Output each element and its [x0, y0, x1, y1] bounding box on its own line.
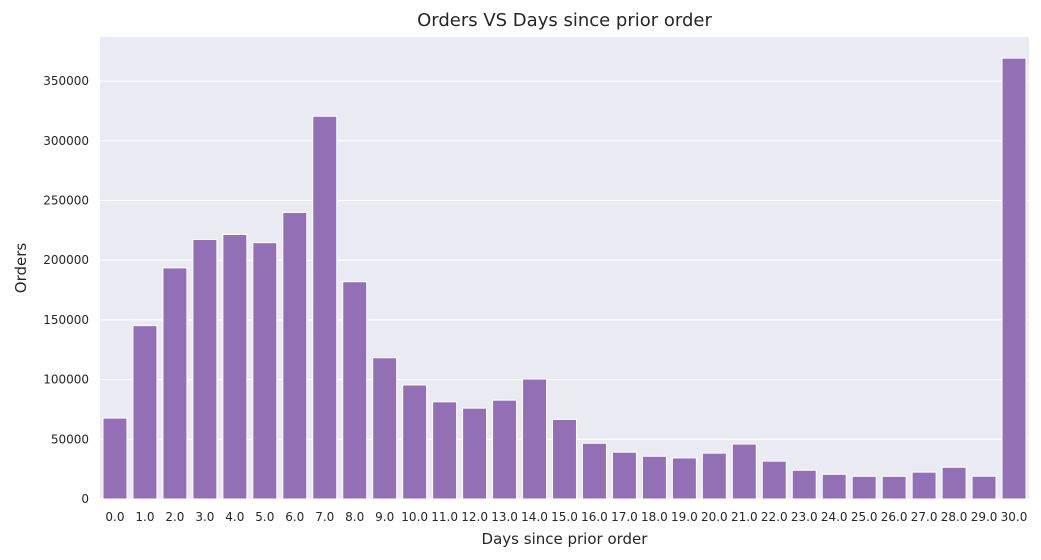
x-tick-label: 9.0 [375, 510, 394, 524]
bar-7.0 [312, 115, 338, 500]
x-tick-label: 11.0 [431, 510, 458, 524]
bar-23.0 [791, 469, 817, 500]
bar-26.0 [881, 475, 907, 500]
x-tick-label: 25.0 [851, 510, 878, 524]
x-tick-label: 8.0 [345, 510, 364, 524]
bar-3.0 [192, 238, 218, 500]
x-tick-label: 29.0 [971, 510, 998, 524]
bar-6.0 [282, 211, 308, 500]
x-tick-label: 18.0 [641, 510, 668, 524]
y-tick-label: 200000 [43, 253, 89, 267]
x-tick-label: 1.0 [135, 510, 154, 524]
bar-10.0 [402, 384, 428, 500]
x-tick-label: 4.0 [225, 510, 244, 524]
x-tick-label: 0.0 [105, 510, 124, 524]
chart-title: Orders VS Days since prior order [417, 10, 712, 31]
x-tick-label: 12.0 [461, 510, 488, 524]
bar-13.0 [492, 399, 518, 500]
bar-29.0 [971, 475, 997, 500]
bar-9.0 [372, 357, 398, 500]
bar-30.0 [1001, 57, 1027, 500]
x-tick-label: 23.0 [791, 510, 818, 524]
bar-1.0 [132, 325, 158, 500]
bar-16.0 [581, 442, 607, 500]
x-tick-label: 16.0 [581, 510, 608, 524]
bar-8.0 [342, 281, 368, 500]
bar-18.0 [641, 455, 667, 500]
x-tick-labels: 0.0 1.0 2.0 3.0 4.0 5.0 6.0 7.0 8.0 9.0 10.0 11.0 12… [105, 510, 1027, 524]
y-tick-label: 50000 [51, 432, 89, 446]
bar-15.0 [552, 418, 577, 500]
bar-22.0 [761, 460, 787, 500]
y-tick-label: 350000 [43, 74, 89, 88]
bar-17.0 [611, 451, 637, 500]
bar-4.0 [222, 233, 248, 500]
x-tick-label: 2.0 [165, 510, 184, 524]
x-tick-label: 28.0 [941, 510, 968, 524]
x-tick-label: 6.0 [285, 510, 304, 524]
bar-27.0 [911, 471, 937, 500]
y-tick-label: 150000 [43, 313, 89, 327]
bar-12.0 [462, 407, 488, 500]
y-tick-label: 300000 [43, 134, 89, 148]
y-axis-label: Orders [12, 243, 30, 294]
x-tick-label: 22.0 [761, 510, 788, 524]
x-tick-label: 20.0 [701, 510, 728, 524]
x-tick-label: 7.0 [315, 510, 334, 524]
bars [102, 57, 1027, 500]
bar-5.0 [252, 242, 278, 500]
x-tick-label: 27.0 [911, 510, 938, 524]
y-tick-label: 250000 [43, 194, 89, 208]
bar-21.0 [731, 443, 757, 500]
x-tick-label: 5.0 [255, 510, 274, 524]
bar-2.0 [162, 267, 188, 500]
x-tick-label: 3.0 [195, 510, 214, 524]
x-tick-label: 21.0 [731, 510, 758, 524]
bar-11.0 [432, 401, 458, 500]
x-tick-label: 13.0 [491, 510, 518, 524]
bar-25.0 [851, 475, 877, 500]
bar-28.0 [941, 466, 967, 500]
x-tick-label: 14.0 [521, 510, 548, 524]
bar-0.0 [102, 417, 128, 500]
bar-24.0 [821, 473, 847, 500]
bar-19.0 [671, 457, 697, 500]
x-tick-label: 30.0 [1001, 510, 1028, 524]
x-tick-label: 17.0 [611, 510, 638, 524]
bar-14.0 [522, 378, 548, 500]
bar-20.0 [701, 452, 727, 500]
y-tick-label: 0 [81, 492, 89, 506]
x-tick-label: 26.0 [881, 510, 908, 524]
x-tick-label: 24.0 [821, 510, 848, 524]
x-tick-label: 19.0 [671, 510, 698, 524]
x-tick-label: 10.0 [401, 510, 428, 524]
y-tick-label: 100000 [43, 373, 89, 387]
x-tick-label: 15.0 [551, 510, 578, 524]
y-tick-labels: 0 50000 100000 150000 200000 250000 300000 3500… [43, 74, 89, 506]
x-axis-label: Days since prior order [482, 530, 649, 548]
